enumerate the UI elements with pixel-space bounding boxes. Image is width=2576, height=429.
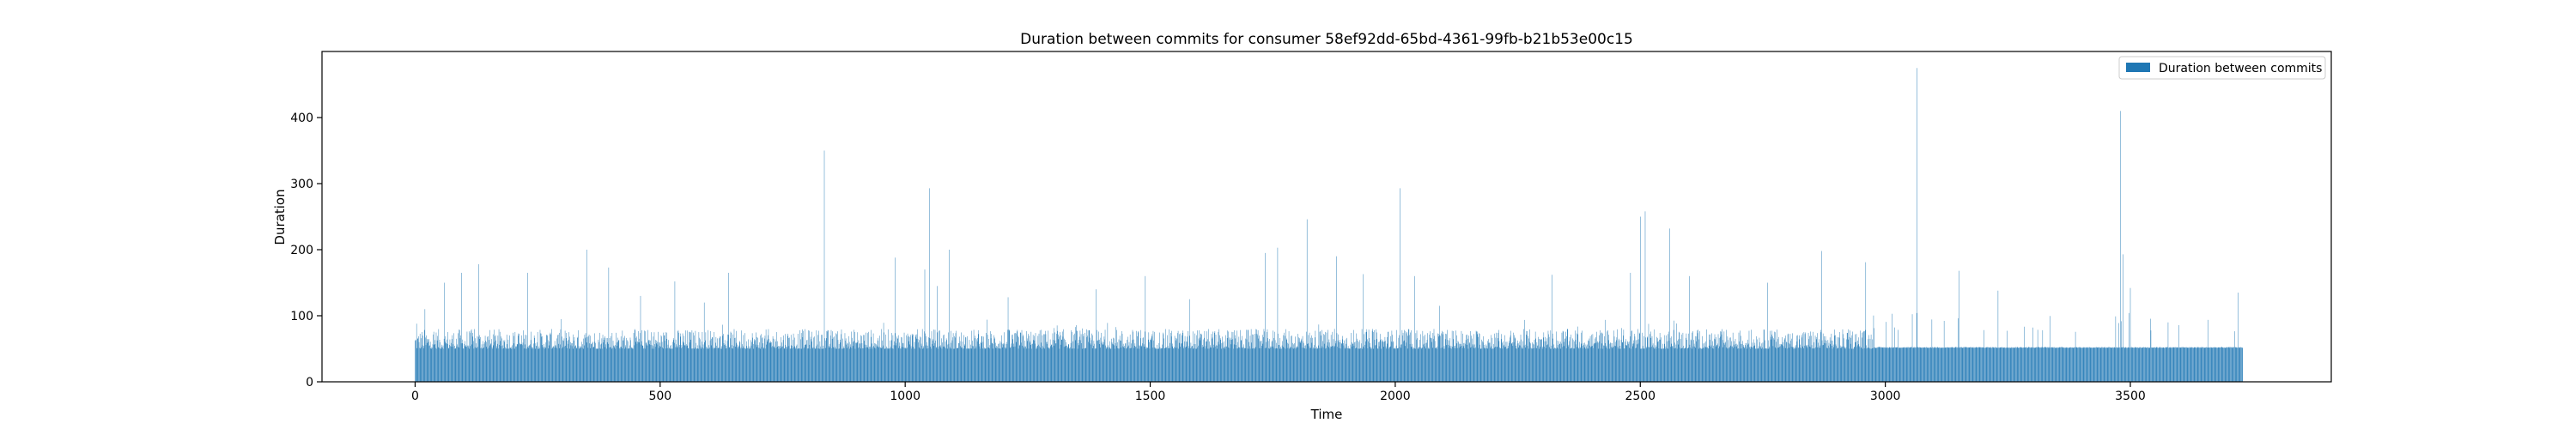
legend-swatch bbox=[2126, 63, 2150, 72]
x-axis: 0 500 1000 1500 2000 2500 3000 3500 bbox=[411, 382, 2146, 403]
x-tick-label: 2500 bbox=[1625, 390, 1656, 403]
y-tick-label: 400 bbox=[290, 112, 313, 125]
legend-entry: Duration between commits bbox=[2159, 62, 2322, 76]
y-tick-label: 0 bbox=[306, 376, 313, 390]
bars-group bbox=[415, 68, 2243, 383]
x-tick-label: 1500 bbox=[1135, 390, 1166, 403]
y-tick-label: 200 bbox=[290, 244, 313, 257]
y-tick-label: 100 bbox=[290, 310, 313, 323]
x-tick-label: 0 bbox=[411, 390, 419, 403]
legend: Duration between commits bbox=[2118, 56, 2326, 80]
x-tick-label: 1000 bbox=[890, 390, 920, 403]
y-tick-label: 300 bbox=[290, 178, 313, 191]
x-tick-label: 3500 bbox=[2115, 390, 2146, 403]
legend-box bbox=[2118, 56, 2326, 80]
x-tick-label: 2000 bbox=[1380, 390, 1411, 403]
x-tick-label: 3000 bbox=[1870, 390, 1901, 403]
y-axis-label: Duration bbox=[272, 189, 288, 245]
y-axis: 0 100 200 300 400 bbox=[290, 112, 322, 390]
chart-title: Duration between commits for consumer 58… bbox=[1020, 31, 1633, 48]
x-tick-label: 500 bbox=[648, 390, 671, 403]
x-axis-label: Time bbox=[1310, 407, 1343, 422]
plot-area-frame bbox=[321, 51, 2332, 383]
